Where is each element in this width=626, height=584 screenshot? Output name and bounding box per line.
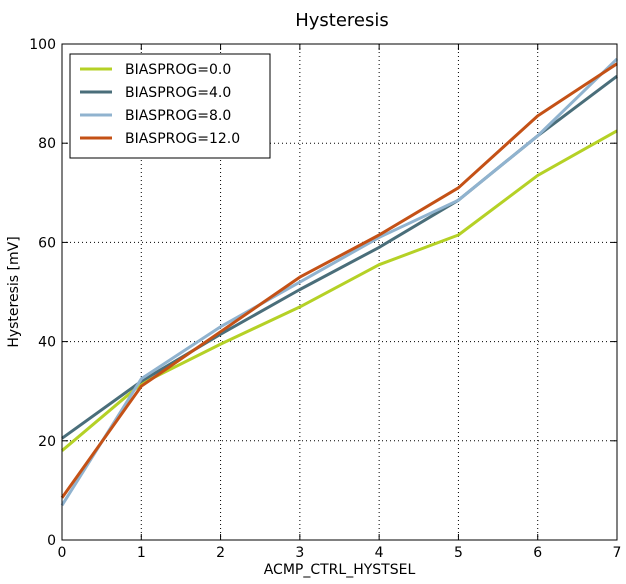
x-tick-label-7: 7 bbox=[613, 545, 622, 561]
x-tick-label-5: 5 bbox=[454, 545, 463, 561]
y-tick-label-5: 100 bbox=[29, 37, 56, 53]
y-tick-label-1: 20 bbox=[38, 434, 56, 450]
series-line-2 bbox=[60, 57, 619, 507]
legend-label-2: BIASPROG=8.0 bbox=[125, 108, 231, 124]
legend-label-1: BIASPROG=4.0 bbox=[125, 85, 231, 101]
y-tick-label-2: 40 bbox=[38, 335, 56, 351]
legend-box bbox=[69, 53, 271, 159]
y-tick-label-0: 0 bbox=[47, 533, 56, 549]
x-tick-label-4: 4 bbox=[375, 545, 384, 561]
x-axis-label: ACMP_CTRL_HYSTSEL bbox=[264, 562, 416, 578]
y-tick-label-3: 60 bbox=[38, 235, 56, 251]
legend-label-3: BIASPROG=12.0 bbox=[125, 131, 240, 147]
x-tick-label-3: 3 bbox=[295, 545, 304, 561]
x-tick-label-1: 1 bbox=[137, 545, 146, 561]
series-line-0 bbox=[61, 129, 618, 452]
series-line-3 bbox=[60, 62, 618, 499]
plot-frame bbox=[61, 43, 618, 541]
x-tick-label-0: 0 bbox=[58, 545, 67, 561]
x-tick-label-6: 6 bbox=[533, 545, 542, 561]
y-axis-label: Hysteresis [mV] bbox=[6, 236, 22, 347]
axis-ticks: 0 1 2 3 4 5 6 7 0 20 40 60 80 100 bbox=[29, 37, 621, 561]
legend-label-0: BIASPROG=0.0 bbox=[125, 62, 231, 78]
series-layer bbox=[60, 57, 619, 507]
chart-title: Hysteresis bbox=[295, 10, 389, 31]
legend: BIASPROG=0.0 BIASPROG=4.0 BIASPROG=8.0 BIAS… bbox=[69, 53, 271, 159]
y-tick-label-4: 80 bbox=[38, 136, 56, 152]
x-tick-label-2: 2 bbox=[216, 545, 225, 561]
